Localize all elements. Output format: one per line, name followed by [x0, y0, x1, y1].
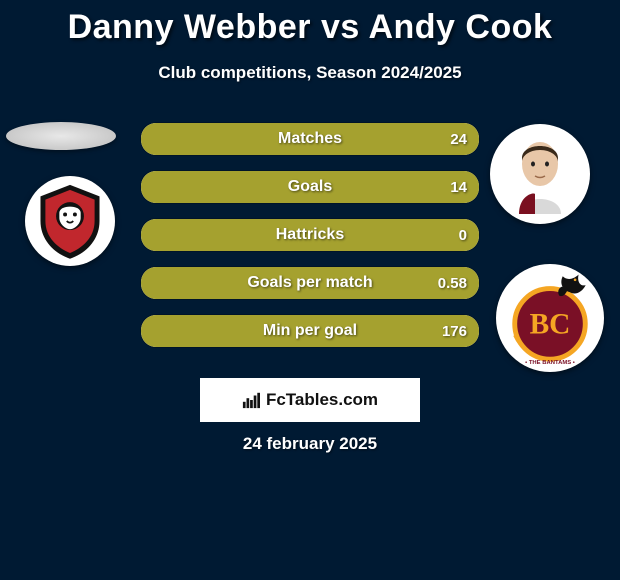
page-title: Danny Webber vs Andy Cook [0, 0, 620, 47]
bars-icon [242, 391, 260, 409]
player2-avatar [490, 124, 590, 224]
stat-right-value: 176 [442, 315, 467, 347]
date-label: 24 february 2025 [0, 434, 620, 454]
stat-label: Goals per match [141, 267, 479, 299]
stat-label: Hattricks [141, 219, 479, 251]
svg-text:BC: BC [530, 309, 571, 341]
stat-right-value: 24 [450, 123, 467, 155]
stat-row: Matches 24 [140, 122, 480, 156]
shield-lion-icon [29, 180, 111, 262]
stats-container: Matches 24 Goals 14 Hattricks 0 Goals pe… [140, 122, 480, 362]
watermark: FcTables.com [200, 378, 420, 422]
stat-row: Goals 14 [140, 170, 480, 204]
stat-label: Goals [141, 171, 479, 203]
team1-crest [25, 176, 115, 266]
bc-rooster-crest-icon: BC • THE BANTAMS • [501, 269, 599, 367]
stat-right-value: 14 [450, 171, 467, 203]
stat-right-value: 0.58 [438, 267, 467, 299]
player1-avatar-placeholder [6, 122, 116, 150]
stat-label: Matches [141, 123, 479, 155]
stat-row: Min per goal 176 [140, 314, 480, 348]
stat-row: Goals per match 0.58 [140, 266, 480, 300]
page-subtitle: Club competitions, Season 2024/2025 [0, 63, 620, 83]
team2-crest: BC • THE BANTAMS • [496, 264, 604, 372]
watermark-text: FcTables.com [266, 390, 378, 410]
svg-text:• THE BANTAMS •: • THE BANTAMS • [525, 360, 575, 366]
stat-row: Hattricks 0 [140, 218, 480, 252]
person-icon [505, 134, 575, 214]
stat-right-value: 0 [459, 219, 467, 251]
stat-label: Min per goal [141, 315, 479, 347]
